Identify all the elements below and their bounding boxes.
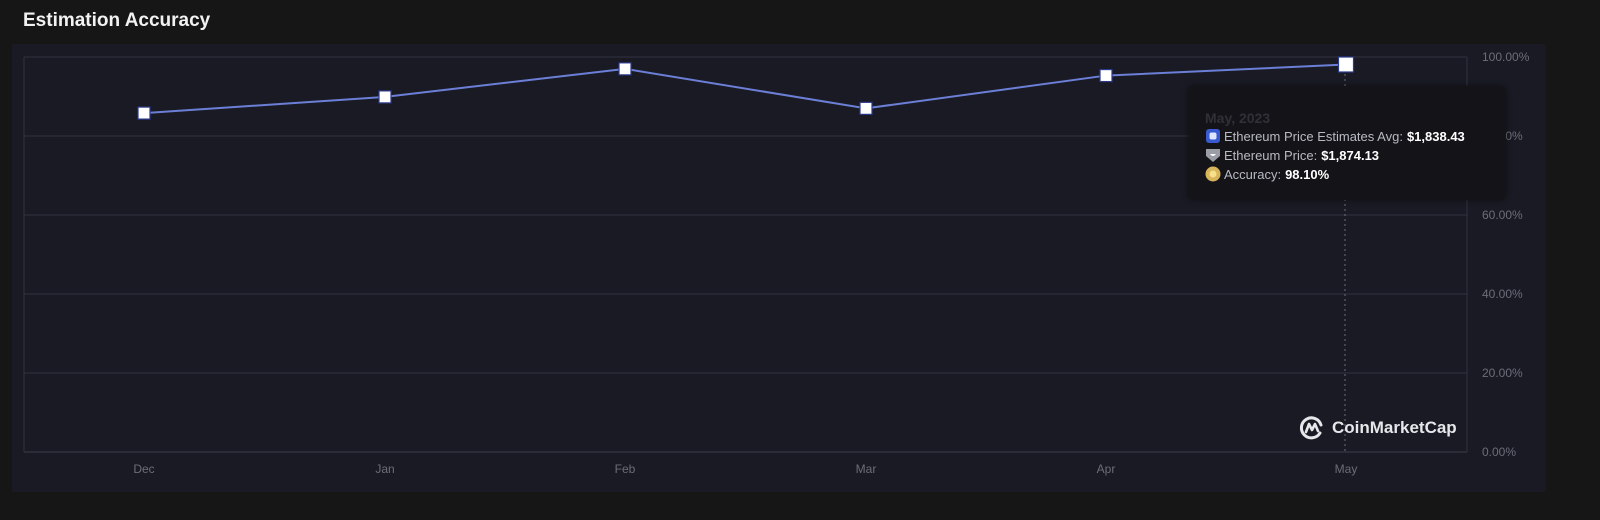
x-axis-label: Feb [614, 462, 636, 476]
tooltip-date: May, 2023 [1205, 110, 1271, 126]
data-point-mar[interactable] [859, 101, 873, 115]
coinmarketcap-watermark: CoinMarketCap [1298, 414, 1457, 442]
y-axis-label: 20.00% [1482, 366, 1523, 380]
x-axis-label: Jan [375, 462, 395, 476]
x-axis-label: Dec [133, 462, 155, 476]
accuracy-line [143, 63, 1347, 115]
y-axis-label: 40.00% [1482, 287, 1523, 301]
tooltip: May, 2023 Ethereum Price Estimates Avg: $… [1188, 86, 1506, 200]
data-markers[interactable] [137, 56, 1355, 120]
tooltip-row-accuracy: Accuracy: 98.10% [1205, 166, 1329, 182]
watermark-text: CoinMarketCap [1332, 418, 1457, 437]
y-axis-label: 100.00% [1482, 50, 1530, 64]
data-point-apr[interactable] [1099, 68, 1113, 83]
coinmarketcap-logo-icon [1299, 416, 1323, 440]
data-point-may[interactable] [1337, 56, 1355, 73]
data-point-jan[interactable] [378, 90, 392, 104]
x-axis-label: May [1334, 462, 1358, 476]
y-axis-label: 0.00% [1482, 445, 1517, 459]
chart-title: Estimation Accuracy [23, 10, 211, 31]
data-point-dec[interactable] [137, 106, 151, 120]
tooltip-row-price: Ethereum Price: $1,874.13 [1205, 147, 1379, 163]
square-marker-icon [1206, 129, 1220, 143]
circle-marker-icon [1205, 166, 1221, 182]
shield-marker-icon [1206, 149, 1220, 162]
grid-lines [23, 56, 1468, 453]
y-axis-label: 60.00% [1482, 208, 1523, 222]
x-axis-label: Apr [1096, 462, 1116, 476]
x-axis-label: Mar [855, 462, 877, 476]
data-point-feb[interactable] [618, 62, 632, 76]
tooltip-row-estimates: Ethereum Price Estimates Avg: $1,838.43 [1205, 128, 1465, 144]
